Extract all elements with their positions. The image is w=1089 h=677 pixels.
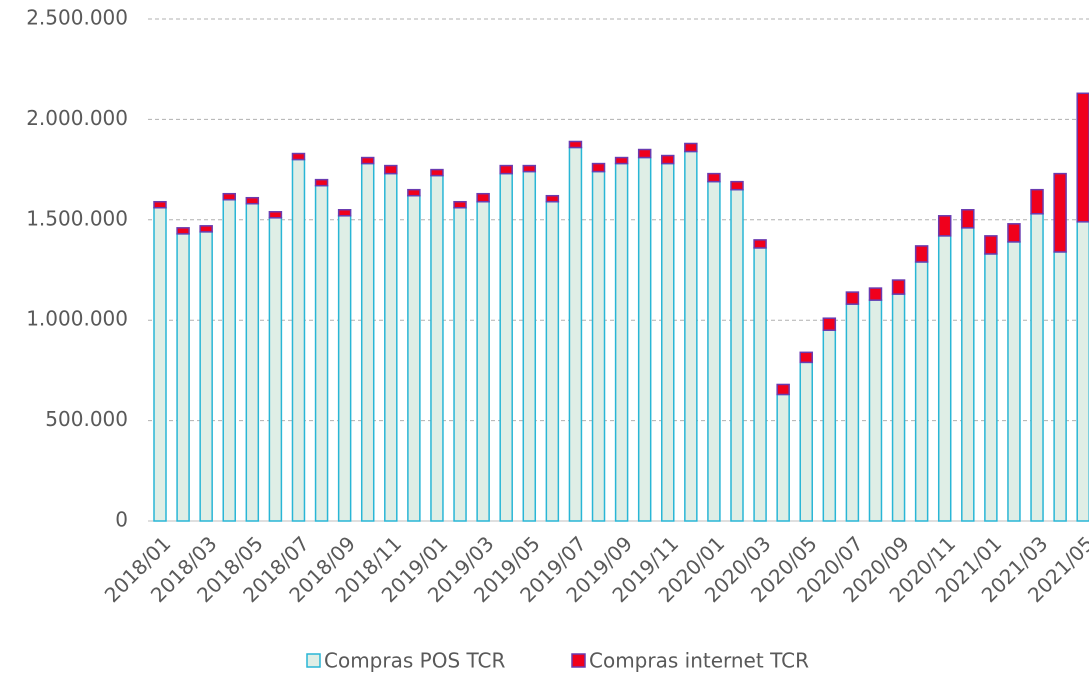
bar-segment	[199, 225, 213, 233]
bar-segment	[984, 253, 998, 522]
bar-segment	[914, 245, 929, 263]
bar-segment	[914, 261, 929, 522]
bar-segment	[314, 184, 329, 522]
y-tick-label: 1.500.000	[26, 206, 128, 230]
bar-segment	[1007, 241, 1021, 522]
bar-segment	[522, 164, 537, 173]
bar-segment	[684, 150, 698, 522]
bar-segment	[730, 180, 744, 191]
y-tick-label: 0	[115, 508, 128, 532]
bar-segment	[1076, 221, 1089, 522]
bar-segment	[637, 156, 652, 522]
bar-segment	[407, 194, 421, 522]
bar-segment	[1053, 251, 1067, 522]
bar-segment	[268, 211, 283, 219]
bar-segment	[1053, 172, 1067, 253]
bar-segment	[730, 188, 744, 522]
bar-segment	[637, 148, 652, 159]
bar-segment	[822, 329, 837, 522]
y-tick-label: 1.000.000	[26, 307, 128, 331]
bar-segment	[776, 393, 790, 522]
bar-segment	[407, 188, 421, 197]
bar-segment	[522, 170, 537, 522]
bar-segment	[961, 227, 975, 522]
bar-segment	[661, 154, 675, 165]
bar-segment	[707, 180, 721, 522]
bar-segment	[984, 235, 998, 255]
bar-segment	[822, 317, 837, 331]
y-tick-label: 500.000	[45, 407, 128, 431]
bar-segment	[568, 140, 583, 149]
legend-swatch	[306, 653, 321, 668]
legend-label: Compras internet TCR	[589, 649, 809, 673]
bar-segment	[937, 215, 952, 237]
bar-segment	[545, 200, 560, 522]
y-tick-label: 2.000.000	[26, 106, 128, 130]
legend-label: Compras POS TCR	[324, 649, 506, 673]
bar-segment	[291, 152, 306, 161]
bar-segment	[499, 172, 513, 522]
bar-segment	[337, 215, 352, 522]
bar-segment	[684, 142, 698, 153]
bar-segment	[245, 202, 260, 522]
bar-segment	[337, 209, 352, 217]
bar-segment	[845, 291, 860, 305]
bar-segment	[499, 164, 513, 175]
bar-segment	[245, 196, 260, 205]
bar-segment	[799, 351, 813, 364]
bar-segment	[314, 178, 329, 187]
bar-segment	[430, 174, 444, 522]
bar-segment	[568, 146, 583, 522]
bar-segment	[1007, 223, 1021, 243]
bar-segment	[591, 170, 606, 522]
bar-segment	[360, 156, 375, 165]
bar-segment	[222, 198, 236, 522]
bar-segment	[707, 172, 721, 183]
bar-segment	[291, 158, 306, 522]
bar-segment	[476, 200, 490, 522]
bar-segment	[799, 361, 813, 522]
bar-segment	[545, 194, 560, 203]
bar-segment	[868, 299, 883, 522]
bar-segment	[891, 279, 906, 295]
bar-segment	[222, 192, 236, 201]
bar-segment	[661, 162, 675, 522]
y-tick-label: 2.500.000	[26, 6, 128, 30]
bar-segment	[360, 162, 375, 522]
bar-segment	[476, 192, 490, 203]
bar-segment	[868, 287, 883, 301]
bar-segment	[453, 200, 467, 209]
bar-segment	[430, 168, 444, 177]
bar-segment	[614, 162, 629, 522]
bar-segment	[891, 293, 906, 522]
bar-segment	[153, 200, 167, 209]
bar-segment	[153, 207, 167, 522]
bar-segment	[453, 207, 467, 522]
bar-segment	[753, 239, 767, 249]
bar-segment	[1030, 213, 1044, 522]
legend-swatch	[571, 653, 586, 668]
bar-segment	[384, 164, 398, 175]
bar-segment	[845, 303, 860, 522]
bar-segment	[937, 235, 952, 522]
bar-segment	[614, 156, 629, 165]
bar-segment	[199, 231, 213, 522]
bar-segment	[1030, 188, 1044, 215]
bar-segment	[591, 162, 606, 173]
bar-segment	[176, 227, 190, 235]
bar-segment	[961, 209, 975, 229]
bar-segment	[268, 217, 283, 522]
bar-segment	[776, 383, 790, 396]
bar-segment	[176, 233, 190, 522]
bar-segment	[753, 247, 767, 522]
bar-segment	[1076, 92, 1089, 223]
bar-segment	[384, 172, 398, 522]
